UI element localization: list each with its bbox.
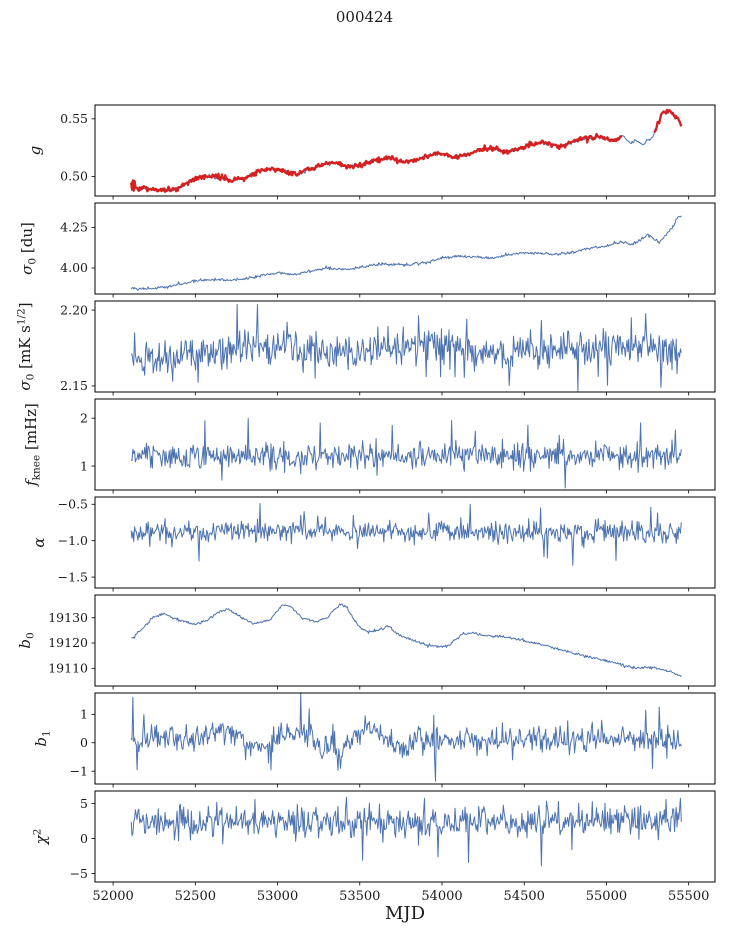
y-label-segment: χ <box>32 834 50 845</box>
x-tick-label: 53000 <box>257 889 298 904</box>
y-tick-label: 19120 <box>48 635 88 650</box>
y-label-segment: 0 <box>25 374 37 381</box>
y-label-segment: [mHz] <box>22 403 40 455</box>
alpha-line <box>130 503 682 566</box>
g-fit-line <box>130 109 682 192</box>
axes-frame-fknee <box>94 398 716 491</box>
x-axis-label: MJD <box>384 903 426 924</box>
y-axis-label-sigma0-mk: σ0 [mK s1/2] <box>16 302 37 390</box>
panel-sigma0-du: 4.00 4.25 σ0 [du] <box>18 202 716 298</box>
y-tick-label: 1 <box>80 458 88 473</box>
b0-line <box>131 603 682 678</box>
y-label-segment: ] <box>16 302 34 308</box>
b1-line <box>130 693 682 782</box>
panel-sigma0-mk: 2.20 2.15 σ0 [mK s1/2] <box>16 300 716 396</box>
y-tick-label: −5 <box>70 866 88 881</box>
y-label-segment: 0 <box>25 632 37 639</box>
x-tick-label: 52000 <box>92 889 133 904</box>
y-tick-label: 4.25 <box>60 220 88 235</box>
y-tick-label: 4.00 <box>60 260 88 275</box>
panel-b0: 19110 19120 19130 b0 <box>16 594 716 690</box>
y-axis-label-b1: b1 <box>32 730 53 746</box>
y-axis-label-sigma0-du: σ0 [du] <box>18 222 39 275</box>
y-tick-label: −0.5 <box>58 496 88 511</box>
y-label-segment: b <box>32 737 50 747</box>
axes-frame-chi2 <box>94 790 716 883</box>
axes-frame-sigma0-mk <box>94 300 716 393</box>
y-label-segment: [mK s <box>16 325 34 374</box>
y-label-segment: 1/2 <box>16 308 28 325</box>
x-tick-label: 54000 <box>421 889 462 904</box>
y-tick-label: 1 <box>80 707 88 722</box>
y-tick-label: 0.55 <box>60 111 88 126</box>
y-label-segment: 1 <box>41 730 53 737</box>
x-tick-label: 55500 <box>668 889 709 904</box>
panel-chi2: −5 0 5 52000 52500 53000 53500 54000 54500 55000 5… <box>32 790 716 904</box>
y-label-segment: 2 <box>32 829 44 836</box>
y-axis-label-alpha: α <box>30 537 48 547</box>
y-label-segment: α <box>30 537 48 547</box>
y-axis-label-b0: b0 <box>16 632 37 648</box>
x-tick-label: 53500 <box>339 889 380 904</box>
y-tick-label: 0.50 <box>60 169 88 184</box>
figure-title: 000424 <box>335 8 394 26</box>
y-label-segment: knee <box>31 455 43 481</box>
y-tick-label: 2 <box>80 410 88 425</box>
axes-frame-sigma0-du <box>94 202 716 295</box>
g-data-points <box>653 108 683 134</box>
sigma0-mk-line <box>130 303 682 392</box>
fknee-line <box>130 417 682 489</box>
y-axis-label-g: g <box>26 146 44 156</box>
x-tick-label: 54500 <box>504 889 545 904</box>
y-axis-label-chi2: χ2 <box>32 829 51 846</box>
y-label-segment: 0 <box>27 258 39 265</box>
sigma0-du-line <box>130 215 682 291</box>
y-tick-label: 5 <box>80 796 88 811</box>
y-tick-label: 2.15 <box>60 378 88 393</box>
axes-frame-b0 <box>94 594 716 687</box>
axes-frame-g <box>94 104 716 197</box>
panel-fknee: 1 2 fknee [mHz] <box>22 398 716 494</box>
y-tick-label: 19130 <box>48 610 88 625</box>
axes-frame-alpha <box>94 496 716 589</box>
axes-frame-b1 <box>94 692 716 785</box>
y-axis-label-fknee: fknee [mHz] <box>22 403 43 487</box>
panel-alpha: −0.5 −1.0 −1.5 α <box>30 496 716 592</box>
y-label-segment: g <box>26 146 44 156</box>
y-label-segment: [du] <box>18 222 36 258</box>
y-tick-label: 2.20 <box>60 302 88 317</box>
panel-g: 0.50 0.55 g <box>26 104 716 200</box>
y-tick-label: −1 <box>70 763 88 778</box>
y-tick-label: 0 <box>80 831 88 846</box>
chi2-line <box>130 796 682 867</box>
y-label-segment: σ <box>18 264 36 275</box>
g-data-points <box>130 132 623 194</box>
y-tick-label: 0 <box>80 735 88 750</box>
y-tick-label: −1.5 <box>58 569 88 584</box>
y-tick-label: −1.0 <box>58 533 88 548</box>
y-tick-label: 19110 <box>48 661 88 676</box>
y-label-segment: σ <box>16 380 34 391</box>
x-tick-label: 52500 <box>175 889 216 904</box>
x-tick-label: 55000 <box>586 889 627 904</box>
y-label-segment: f <box>22 478 40 487</box>
y-label-segment: b <box>16 639 34 649</box>
